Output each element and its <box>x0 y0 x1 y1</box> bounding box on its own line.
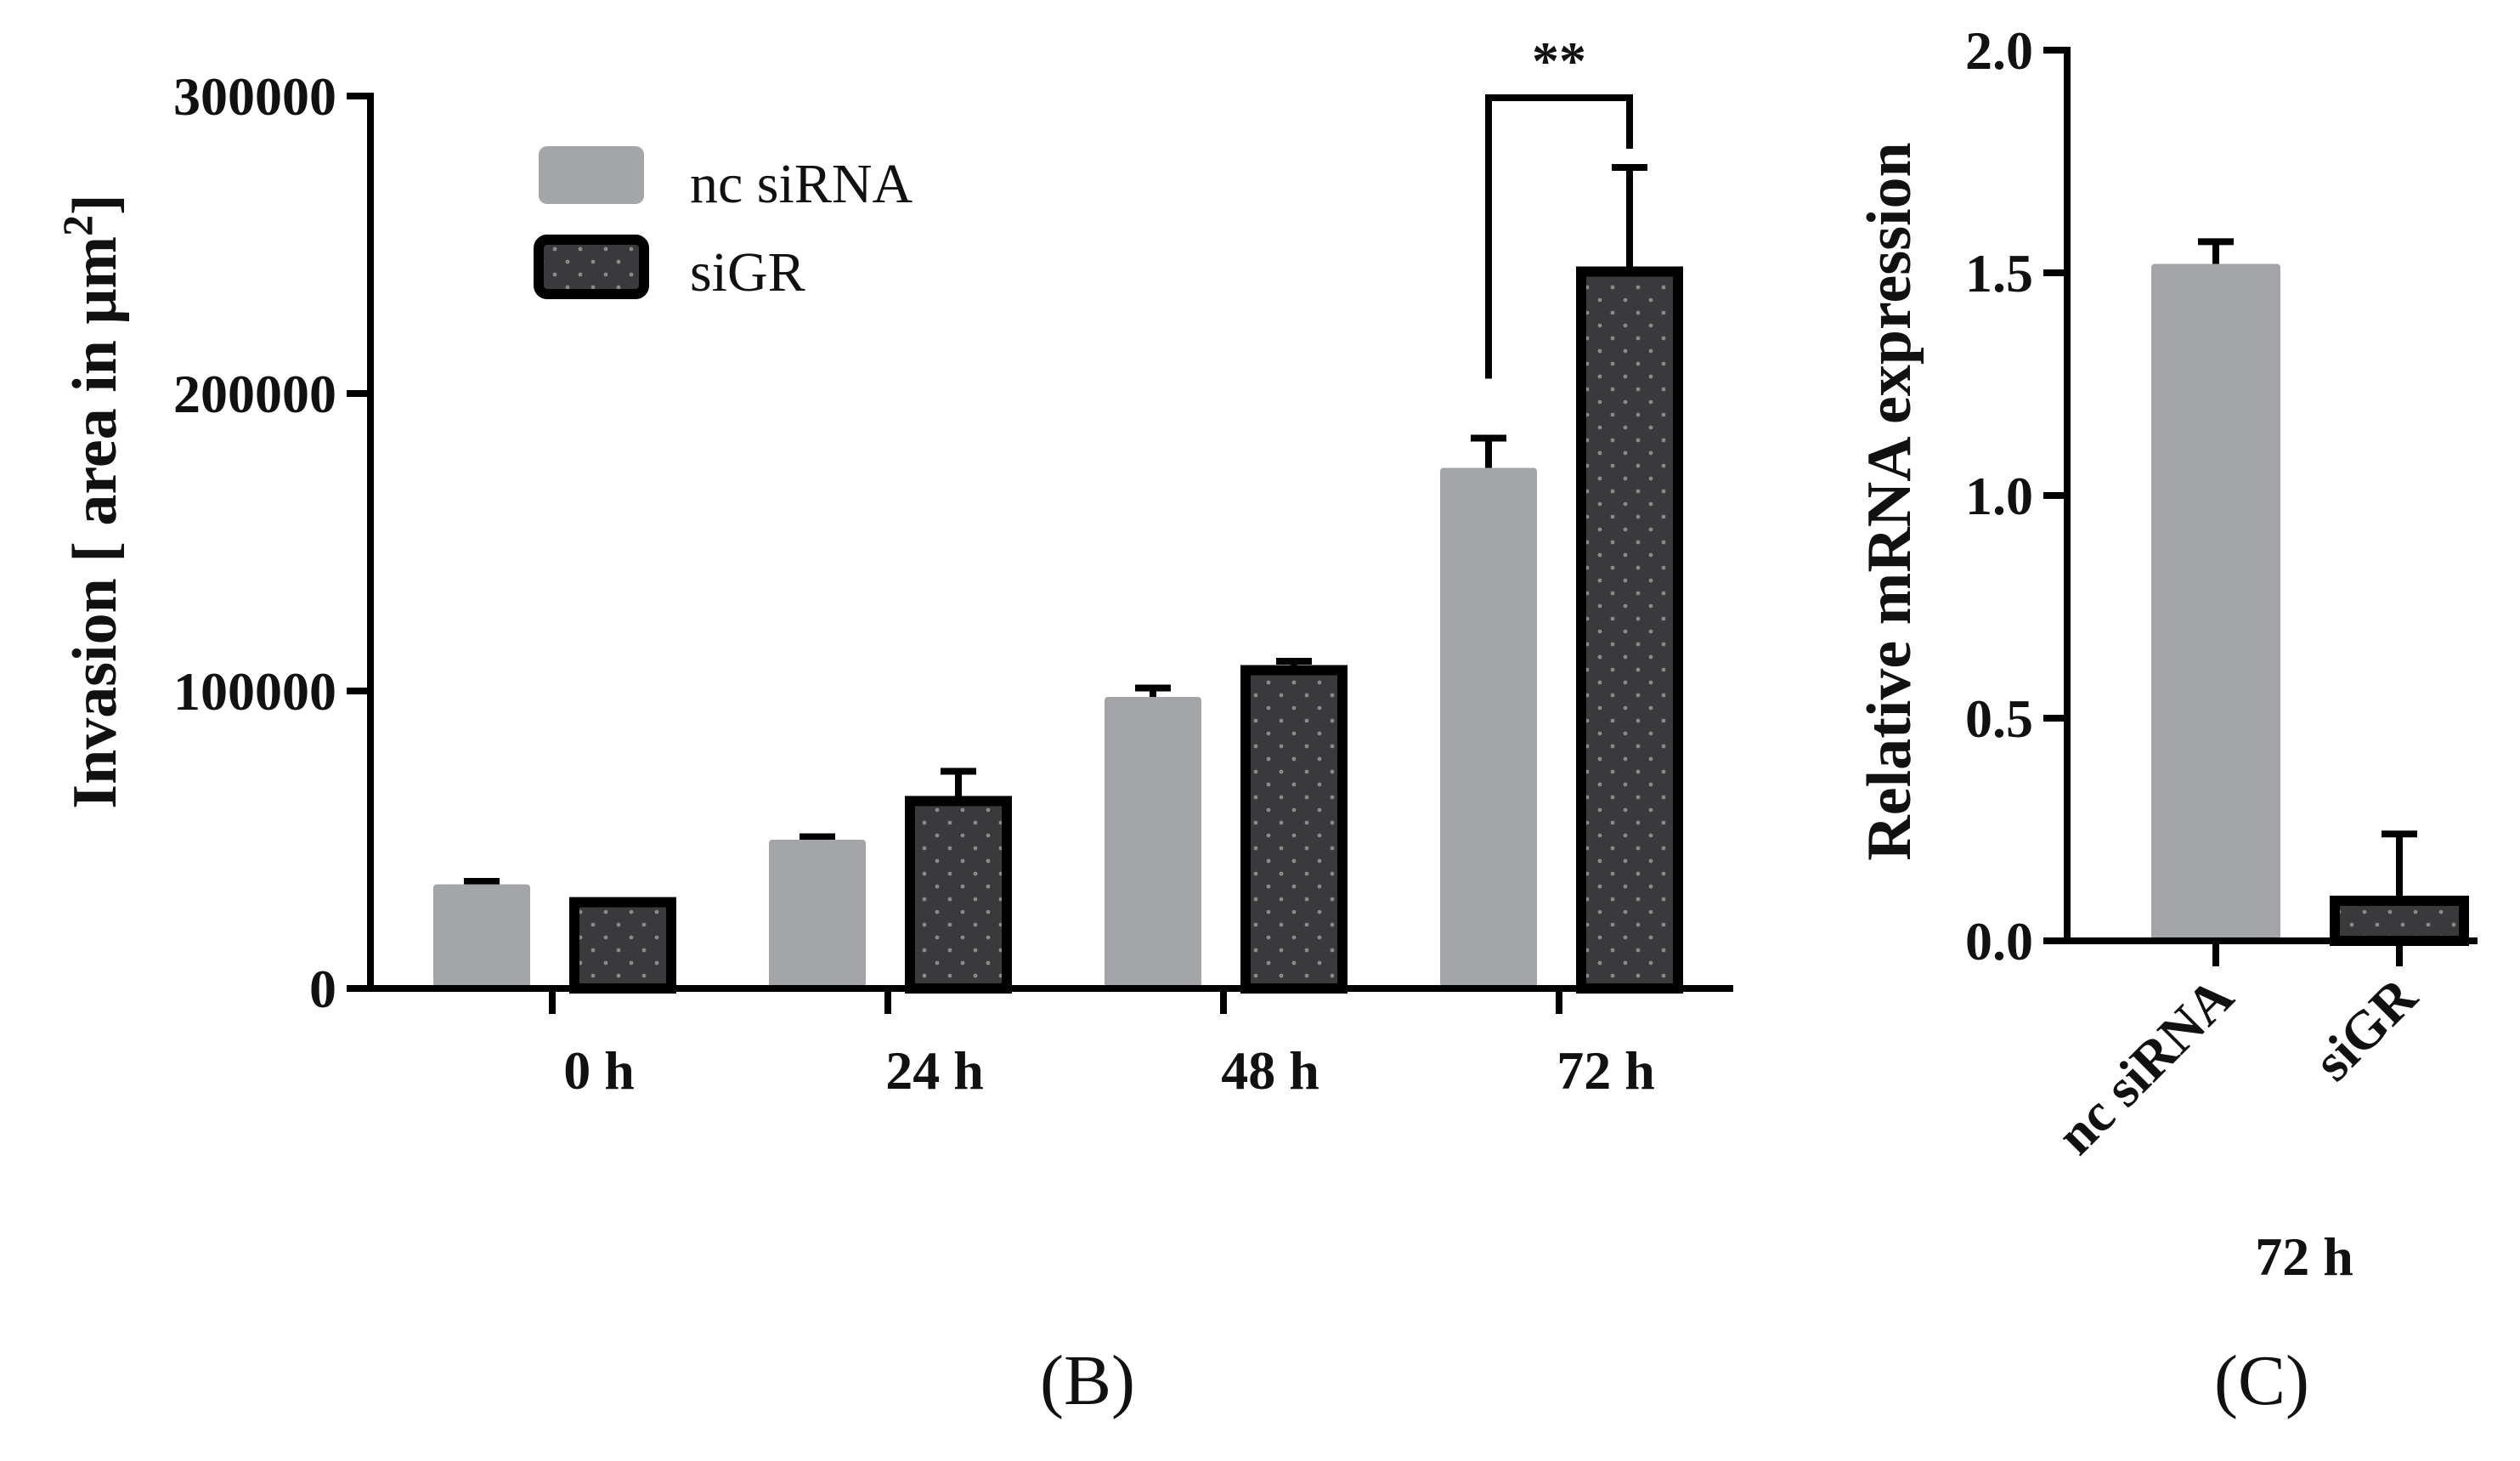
y-tick-label: 300000 <box>173 66 336 127</box>
panel-c-group-label: 72 h <box>2255 1226 2353 1287</box>
panel-label-c: (C) <box>2214 1341 2309 1420</box>
panel-c-chart: nc siRNA siGR 0.0 0.5 1.0 1.5 2.0 Relative mRN… <box>1855 20 2478 1420</box>
legend-label-nc-sirna: nc siRNA <box>690 153 913 215</box>
x-tick-label: nc siRNA <box>2045 966 2245 1166</box>
y-tick-label: 1.0 <box>1965 466 2033 526</box>
bar-nc-sirna <box>2151 263 2280 941</box>
x-tick-label: 48 h <box>1221 1040 1319 1101</box>
panel-b-legend: nc siRNA siGR <box>534 146 913 303</box>
panel-b-y-axis-title: Invasion [ area in μm2] <box>54 194 130 808</box>
bar-nc-sirna <box>769 840 866 988</box>
bar-sigr <box>905 796 1012 994</box>
bar-nc-sirna <box>1105 697 1201 988</box>
x-tick-label: 72 h <box>1557 1040 1655 1101</box>
y-tick-label: 0.0 <box>1965 911 2033 971</box>
bar-sigr <box>1240 665 1348 994</box>
y-tick-label: 200000 <box>173 364 336 424</box>
panel-b-chart: 0 h 24 h 48 h 72 h 0 100000 200000 300000 nc si… <box>54 31 1733 1420</box>
legend-swatch-nc-sirna <box>539 146 644 204</box>
legend-label-sigr: siGR <box>690 241 805 303</box>
panel-b-axes: 0 h 24 h 48 h 72 h 0 100000 200000 300000 <box>173 66 1733 1101</box>
legend-swatch-sigr <box>534 235 649 299</box>
y-tick-label: 0 <box>309 959 336 1019</box>
significance-bracket: ** <box>1485 31 1633 379</box>
bar-sigr <box>1576 266 1683 994</box>
y-tick-label: 0.5 <box>1965 688 2033 749</box>
panel-b-y-axis-title-close: ] <box>60 194 130 215</box>
y-tick-label: 2.0 <box>1965 20 2033 81</box>
significance-label: ** <box>1532 31 1586 91</box>
panel-label-b: (B) <box>1040 1341 1135 1420</box>
bar-sigr <box>2330 895 2469 946</box>
panel-b-y-axis-title-sup: 2 <box>54 215 101 236</box>
bar-nc-sirna <box>433 884 530 988</box>
bar-sigr <box>569 897 676 994</box>
x-tick-label: siGR <box>2302 966 2429 1092</box>
panel-c-bars <box>2151 238 2469 946</box>
x-tick-label: 0 h <box>563 1040 635 1101</box>
bar-nc-sirna <box>1440 467 1537 988</box>
panel-c-y-axis-title: Relative mRNA expression <box>1855 142 1924 860</box>
panel-b-bars <box>433 164 1683 994</box>
y-tick-label: 1.5 <box>1965 243 2033 303</box>
x-tick-label: 24 h <box>885 1040 984 1101</box>
significance-bracket-line <box>1485 94 1633 379</box>
y-tick-label: 100000 <box>173 661 336 722</box>
panel-b-y-axis-title-main: Invasion [ area in μm <box>60 236 130 809</box>
